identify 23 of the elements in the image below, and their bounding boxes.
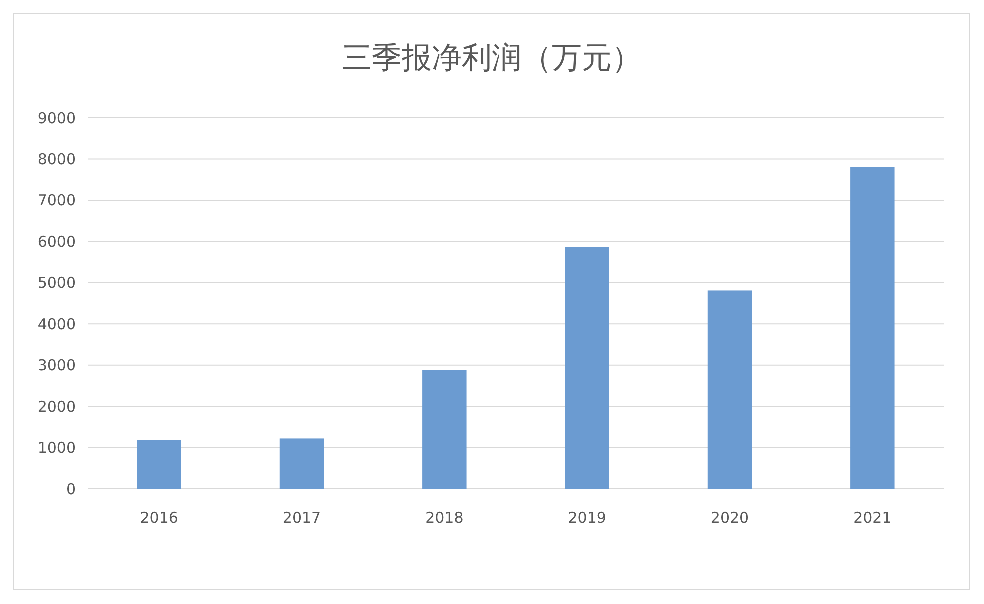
y-tick-label: 1000 — [38, 439, 76, 458]
y-tick-label: 6000 — [38, 232, 76, 251]
x-tick-label: 2016 — [140, 509, 178, 527]
x-tick-label: 2019 — [568, 509, 606, 527]
bar — [280, 438, 324, 489]
y-tick-label: 8000 — [38, 150, 76, 168]
x-tick-label: 2017 — [282, 509, 322, 527]
bar — [850, 167, 895, 489]
y-tick-label: 5000 — [38, 274, 76, 292]
x-tick-label: 2018 — [426, 509, 464, 527]
bar — [708, 290, 752, 489]
y-tick-label: 4000 — [38, 315, 76, 334]
y-tick-label: 0 — [66, 480, 76, 498]
y-tick-label: 9000 — [38, 109, 76, 128]
y-tick-label: 3000 — [38, 356, 76, 375]
x-tick-label: 2020 — [710, 509, 750, 527]
y-tick-label: 2000 — [38, 398, 76, 416]
bar — [137, 440, 182, 489]
bar — [565, 247, 610, 489]
x-tick-label: 2021 — [854, 509, 892, 527]
chart-title: 三季报净利润（万元） — [342, 41, 642, 76]
y-tick-label: 7000 — [38, 192, 76, 210]
bar — [422, 370, 467, 489]
